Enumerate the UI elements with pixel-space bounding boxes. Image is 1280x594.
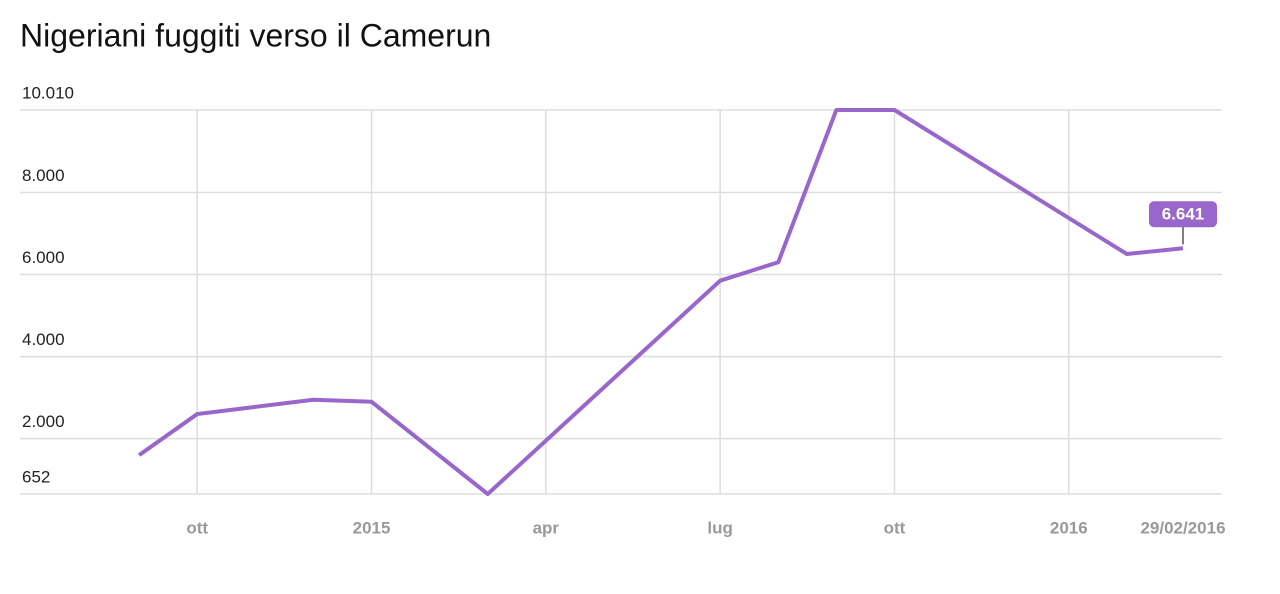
value-label: 6.641 [1162,205,1205,224]
label-box [1148,201,1217,228]
x-tick-label: 2015 [353,518,391,537]
y-tick-label: 4.000 [22,330,65,349]
y-tick-label: 652 [22,467,50,486]
y-tick-label: 8.000 [22,166,65,185]
y-tick-label: 6.000 [22,248,65,267]
x-tick-label: ott [884,518,906,537]
x-tick-label: 29/02/2016 [1140,518,1225,537]
y-tick-label: 2.000 [22,412,65,431]
x-tick-label: 2016 [1050,518,1088,537]
x-tick-label: lug [707,518,733,537]
x-tick-label: ott [186,518,208,537]
y-tick-label: 10.010 [22,83,74,102]
x-tick-label: apr [533,518,560,537]
data-line [137,108,1184,496]
chart-title: Nigeriani fuggiti verso il Camerun [20,17,491,53]
